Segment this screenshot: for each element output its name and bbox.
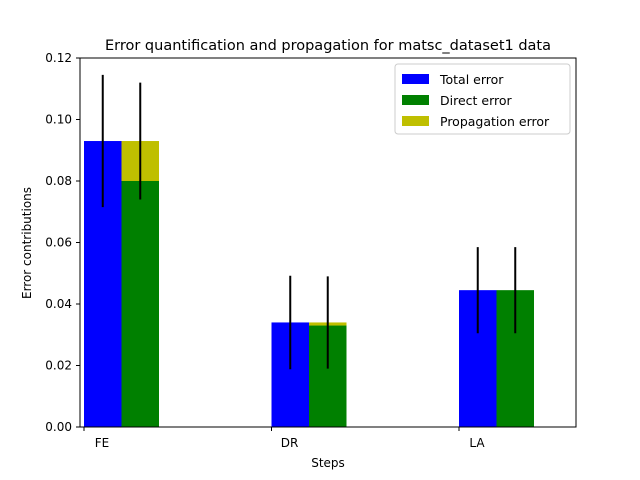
x-tick-label-la: LA	[469, 436, 485, 450]
y-tick-label: 0.00	[45, 420, 72, 434]
y-tick-label: 0.06	[45, 236, 72, 250]
x-tick-label-dr: DR	[281, 436, 299, 450]
x-tick-label-fe: FE	[95, 436, 109, 450]
y-tick-label: 0.02	[45, 359, 72, 373]
legend-swatch-total-error	[402, 74, 429, 84]
plot-area	[79, 57, 577, 428]
legend-label-direct-error: Direct error	[440, 93, 513, 108]
legend-swatch-direct-error	[402, 95, 429, 105]
legend-swatch-propagation-error	[402, 116, 429, 126]
legend-label-total-error: Total error	[439, 72, 504, 87]
x-axis-label: Steps	[311, 456, 345, 470]
y-tick-label: 0.04	[45, 297, 72, 311]
bar-direct-error-fe	[121, 181, 159, 427]
y-tick-label: 0.08	[45, 174, 72, 188]
legend-box	[394, 63, 571, 135]
y-tick-label: 0.12	[45, 51, 72, 65]
legend-label-propagation-error: Propagation error	[440, 114, 550, 129]
chart-title: Error quantification and propagation for…	[105, 38, 551, 54]
x-axis: FE DR LA	[83, 427, 485, 450]
y-axis-label: Error contributions	[20, 187, 34, 299]
legend: Total error Direct error Propagation error	[394, 63, 571, 135]
y-tick-label: 0.10	[45, 113, 72, 127]
y-axis: 0.00 0.02 0.04 0.06 0.08 0.10 0.12	[45, 51, 80, 434]
